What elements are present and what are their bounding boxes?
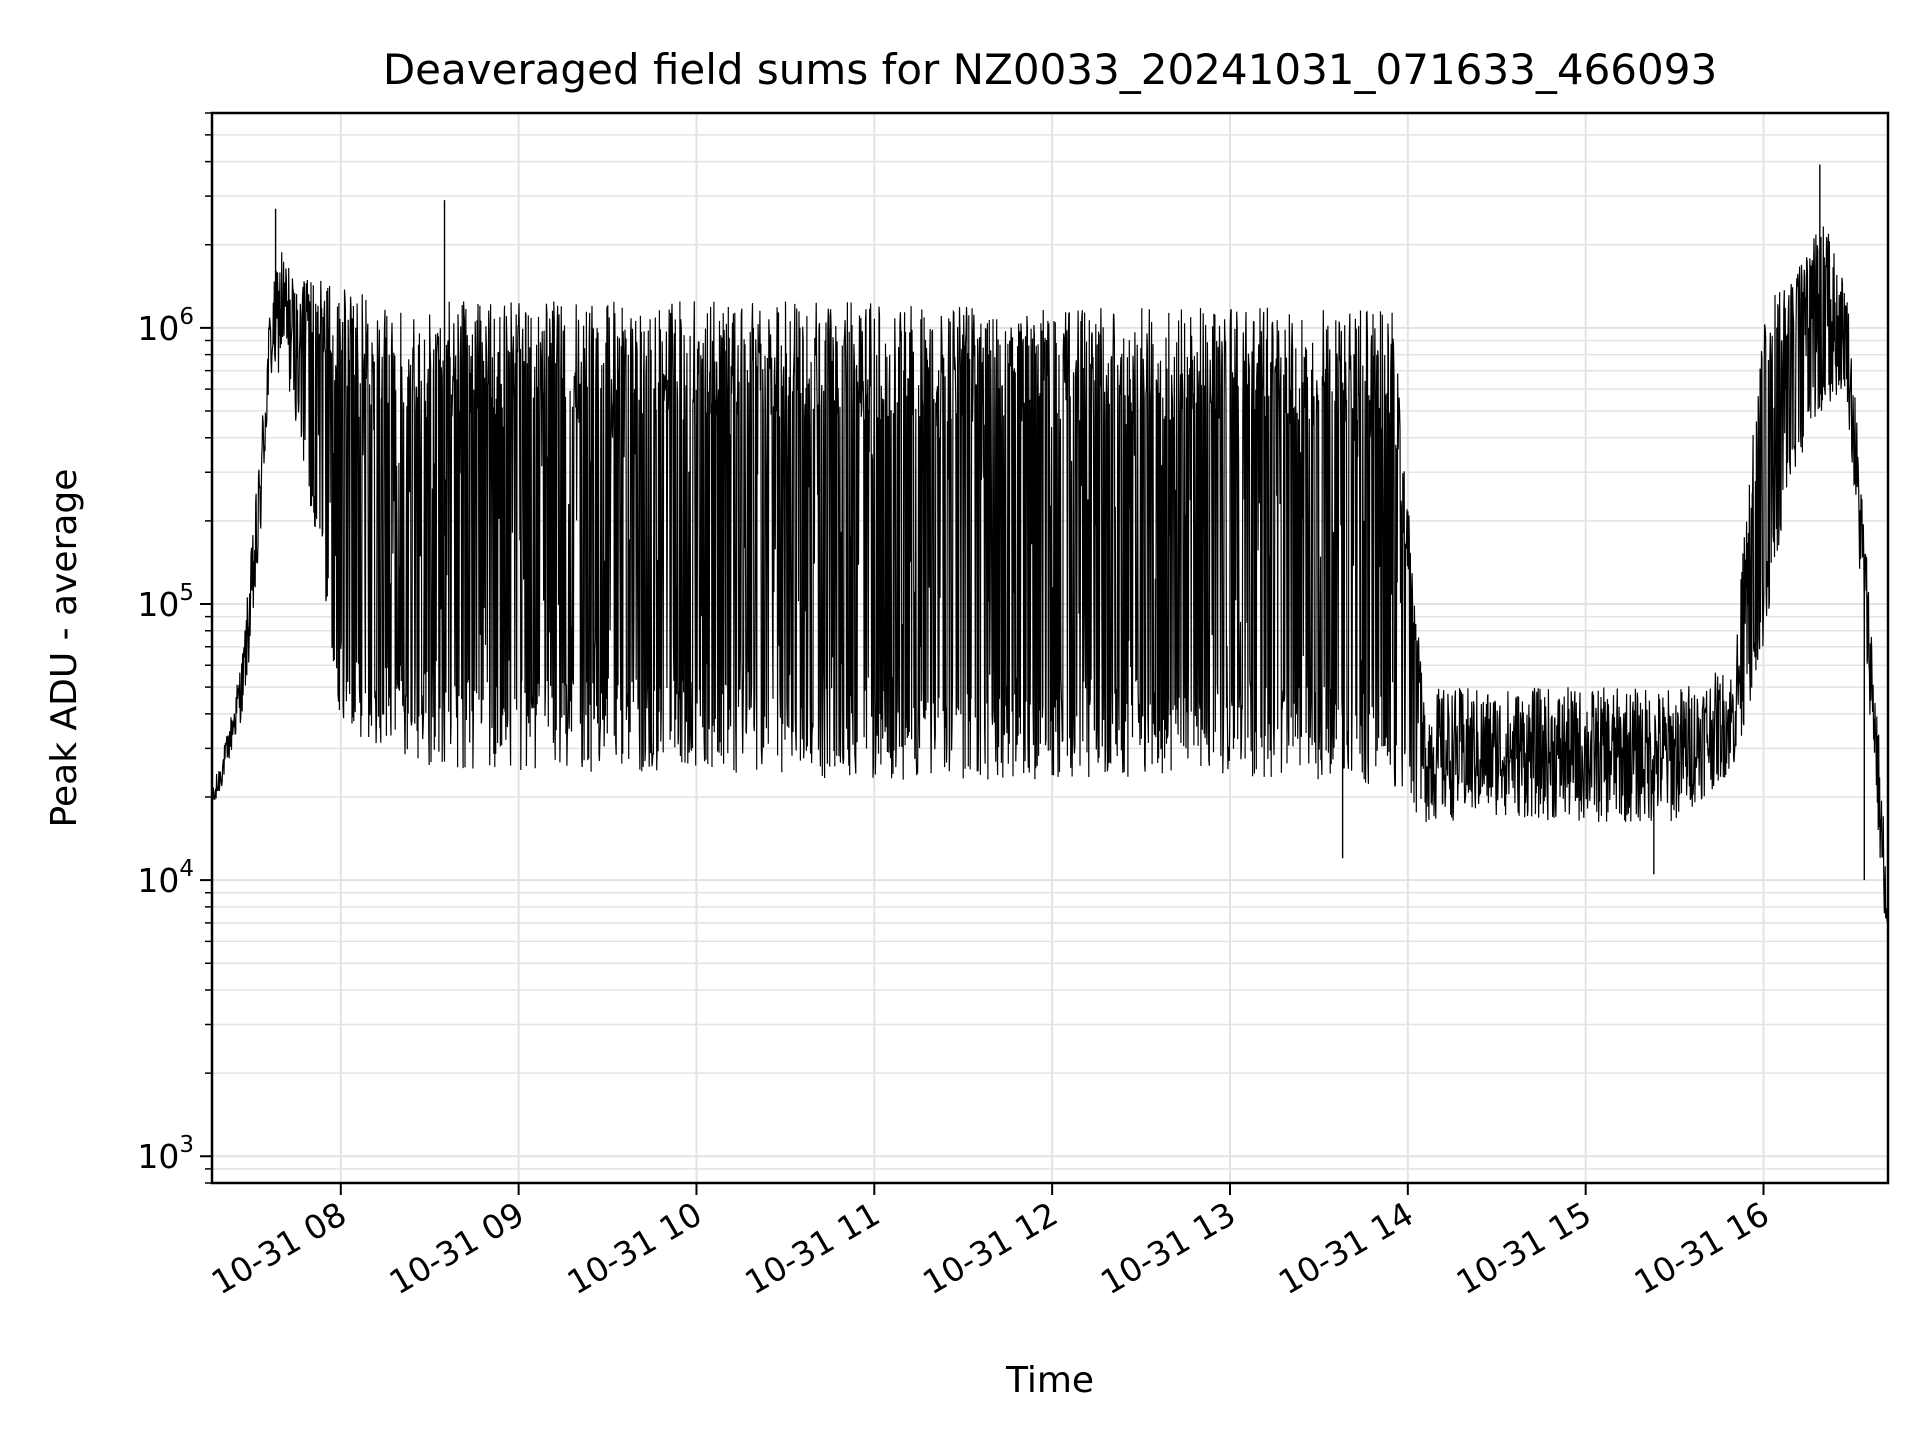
y-tick-label: 103: [137, 1132, 194, 1176]
y-tick-base: 10: [137, 1137, 179, 1176]
x-tick-label: 10-31 08: [205, 1194, 353, 1302]
x-axis: 10-31 08 10-31 09 10-31 10 10-31 11 10-31 12…: [205, 1183, 1776, 1302]
x-axis-label: Time: [1005, 1360, 1094, 1401]
y-tick-exponent: 5: [179, 580, 194, 606]
x-tick-label: 10-31 14: [1272, 1194, 1420, 1302]
plot-area: [210, 111, 1890, 1185]
y-tick-base: 10: [137, 309, 179, 348]
x-tick-label: 10-31 09: [383, 1194, 531, 1302]
y-tick-base: 10: [137, 585, 179, 624]
y-tick-base: 10: [137, 861, 179, 900]
y-tick-exponent: 4: [179, 856, 194, 882]
y-tick-exponent: 6: [179, 304, 194, 330]
y-tick-label: 106: [137, 304, 194, 348]
y-tick-label: 105: [137, 580, 194, 624]
data-series: [212, 164, 1889, 922]
y-tick-exponent: 3: [179, 1132, 194, 1158]
x-tick-label: 10-31 16: [1628, 1194, 1776, 1302]
chart-title: Deaveraged field sums for NZ0033_2024103…: [383, 45, 1717, 94]
series-line: [212, 226, 1889, 922]
y-tick-label: 104: [137, 856, 194, 900]
x-tick-label: 10-31 10: [560, 1194, 708, 1302]
x-tick-label: 10-31 15: [1450, 1194, 1598, 1302]
x-tick-label: 10-31 12: [916, 1194, 1064, 1302]
x-tick-label: 10-31 13: [1094, 1194, 1242, 1302]
x-tick-label: 10-31 11: [738, 1194, 886, 1302]
y-axis-label: Peak ADU - average: [44, 469, 85, 828]
